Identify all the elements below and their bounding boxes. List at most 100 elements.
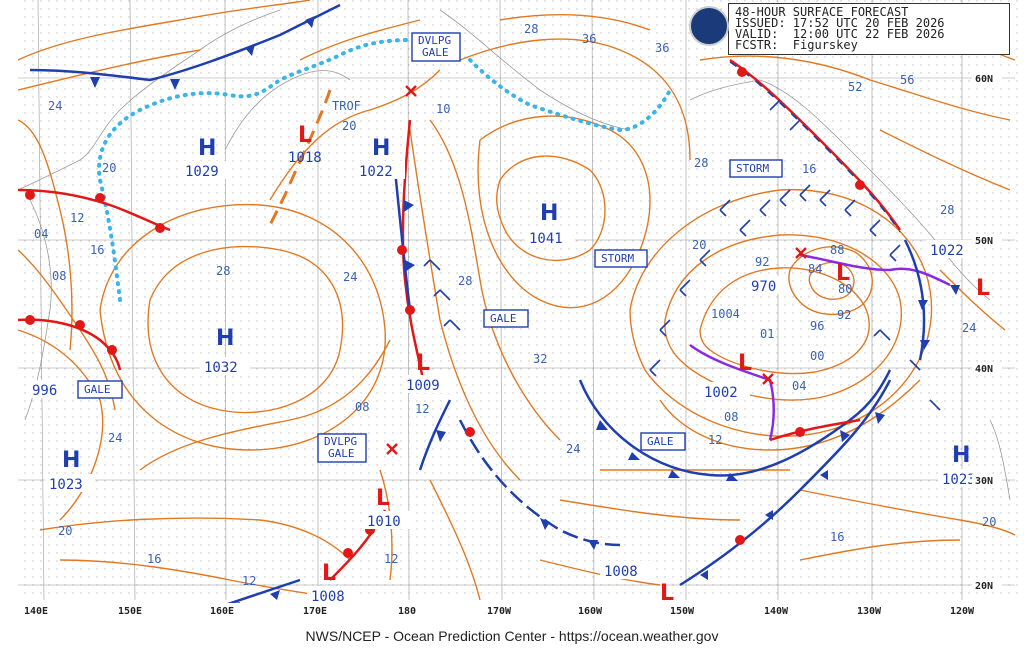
low-symbol: L [298,123,312,148]
svg-text:16: 16 [90,243,104,257]
svg-text:60N: 60N [975,74,993,85]
warm-front [401,119,427,391]
svg-text:180: 180 [398,606,416,617]
issued-time: ISSUED: 17:52 UTC 20 FEB 2026 [735,16,945,30]
svg-text:160W: 160W [578,606,603,617]
svg-text:24: 24 [108,431,122,445]
cold-front [393,169,412,311]
svg-text:10: 10 [436,102,450,116]
warm-front [17,318,122,371]
trough-line [268,89,332,226]
svg-text:28: 28 [940,203,954,217]
stationary-front [729,61,901,233]
svg-text:12: 12 [415,402,429,416]
low-symbol: L [322,561,336,586]
wind-barbs [423,99,941,411]
coastlines [17,9,1011,501]
svg-text:140W: 140W [764,606,789,617]
cold-front-symbols [90,16,960,612]
svg-text:150W: 150W [670,606,695,617]
svg-text:STORM: STORM [736,162,769,175]
svg-text:50N: 50N [975,236,993,247]
svg-text:120W: 120W [950,606,975,617]
warm-front [729,58,902,231]
svg-text:130W: 130W [857,606,882,617]
svg-text:GALE: GALE [490,312,517,325]
high-symbol: H [372,136,390,161]
svg-text:52: 52 [848,80,862,94]
svg-text:20: 20 [692,238,706,252]
warm-front [769,418,861,442]
svg-text:92: 92 [837,308,851,322]
low-value: 996 [32,383,57,399]
svg-text:04: 04 [792,379,806,393]
dvlpg-gale-label-2: DVLPG [324,435,357,448]
svg-text:28: 28 [694,156,708,170]
svg-text:36: 36 [582,32,596,46]
high-symbol: H [198,136,216,161]
low-value: 970 [751,279,776,295]
occluded-front [799,253,951,287]
svg-text:04: 04 [34,227,48,241]
svg-text:96: 96 [810,319,824,333]
footer-credit: NWS/NCEP - Ocean Prediction Center - htt… [305,628,719,644]
svg-text:08: 08 [355,400,369,414]
dvlpg-gale-label-1: DVLPG [418,34,451,47]
svg-text:36: 36 [655,41,669,55]
svg-text:20: 20 [342,119,356,133]
latitude-axis: 60N 50N 40N 30N 20N [972,72,1002,592]
warm-front-symbols [25,67,865,558]
svg-text:GALE: GALE [84,383,111,396]
forecaster: FCSTR: Figurskey [735,38,858,52]
svg-text:30N: 30N [975,476,993,487]
high-symbol: H [540,201,558,226]
svg-text:28: 28 [458,274,472,288]
svg-text:56: 56 [900,73,914,87]
svg-text:150E: 150E [118,606,142,617]
high-pressure-centers: H 1029 H 1022 H 1041 H 1032 H 1023 H 102… [45,136,988,493]
svg-text:12: 12 [384,552,398,566]
low-symbol: L [976,276,990,301]
high-value: 1022 [359,164,393,180]
cold-front [578,369,892,477]
forecast-title: 48-HOUR SURFACE FORECAST [735,5,909,19]
svg-text:24: 24 [48,99,62,113]
svg-text:20: 20 [982,515,996,529]
svg-text:TROF: TROF [332,99,361,113]
high-value: 1041 [529,231,563,247]
svg-text:170W: 170W [487,606,512,617]
high-value: 1023 [942,472,976,488]
warning-labels: DVLPG GALE STORM STORM GALE GALE GALE DV… [77,32,783,463]
forecast-info-box: 48-HOUR SURFACE FORECAST ISSUED: 17:52 U… [689,3,1010,55]
svg-text:20N: 20N [975,581,993,592]
svg-text:12: 12 [242,574,256,588]
svg-text:08: 08 [52,269,66,283]
graticule [18,0,1015,601]
noaa-logo-icon [689,6,729,46]
low-symbol: L [836,261,850,286]
high-value: 1032 [204,360,238,376]
high-symbol: H [216,326,234,351]
svg-text:84: 84 [808,262,822,276]
svg-text:00: 00 [810,349,824,363]
cold-front [679,379,892,587]
svg-text:12: 12 [708,433,722,447]
svg-text:92: 92 [755,255,769,269]
svg-text:1004: 1004 [711,307,740,321]
svg-text:170E: 170E [303,606,327,617]
low-value: 1010 [367,514,401,530]
svg-text:32: 32 [533,352,547,366]
valid-time: VALID: 12:00 UTC 22 FEB 2026 [735,27,945,41]
svg-text:GALE: GALE [647,435,674,448]
low-value: 1018 [288,150,322,166]
ice-edge [97,38,672,302]
svg-text:16: 16 [802,162,816,176]
low-symbol: L [738,351,752,376]
high-symbol: H [62,448,80,473]
high-symbol: H [952,443,970,468]
low-pressure-centers: L 1018 L 1009 L 1010 L 1008 L 1002 L 102… [28,123,990,606]
svg-text:20: 20 [102,161,116,175]
low-value: 1008 [604,564,638,580]
cold-front [29,3,341,82]
